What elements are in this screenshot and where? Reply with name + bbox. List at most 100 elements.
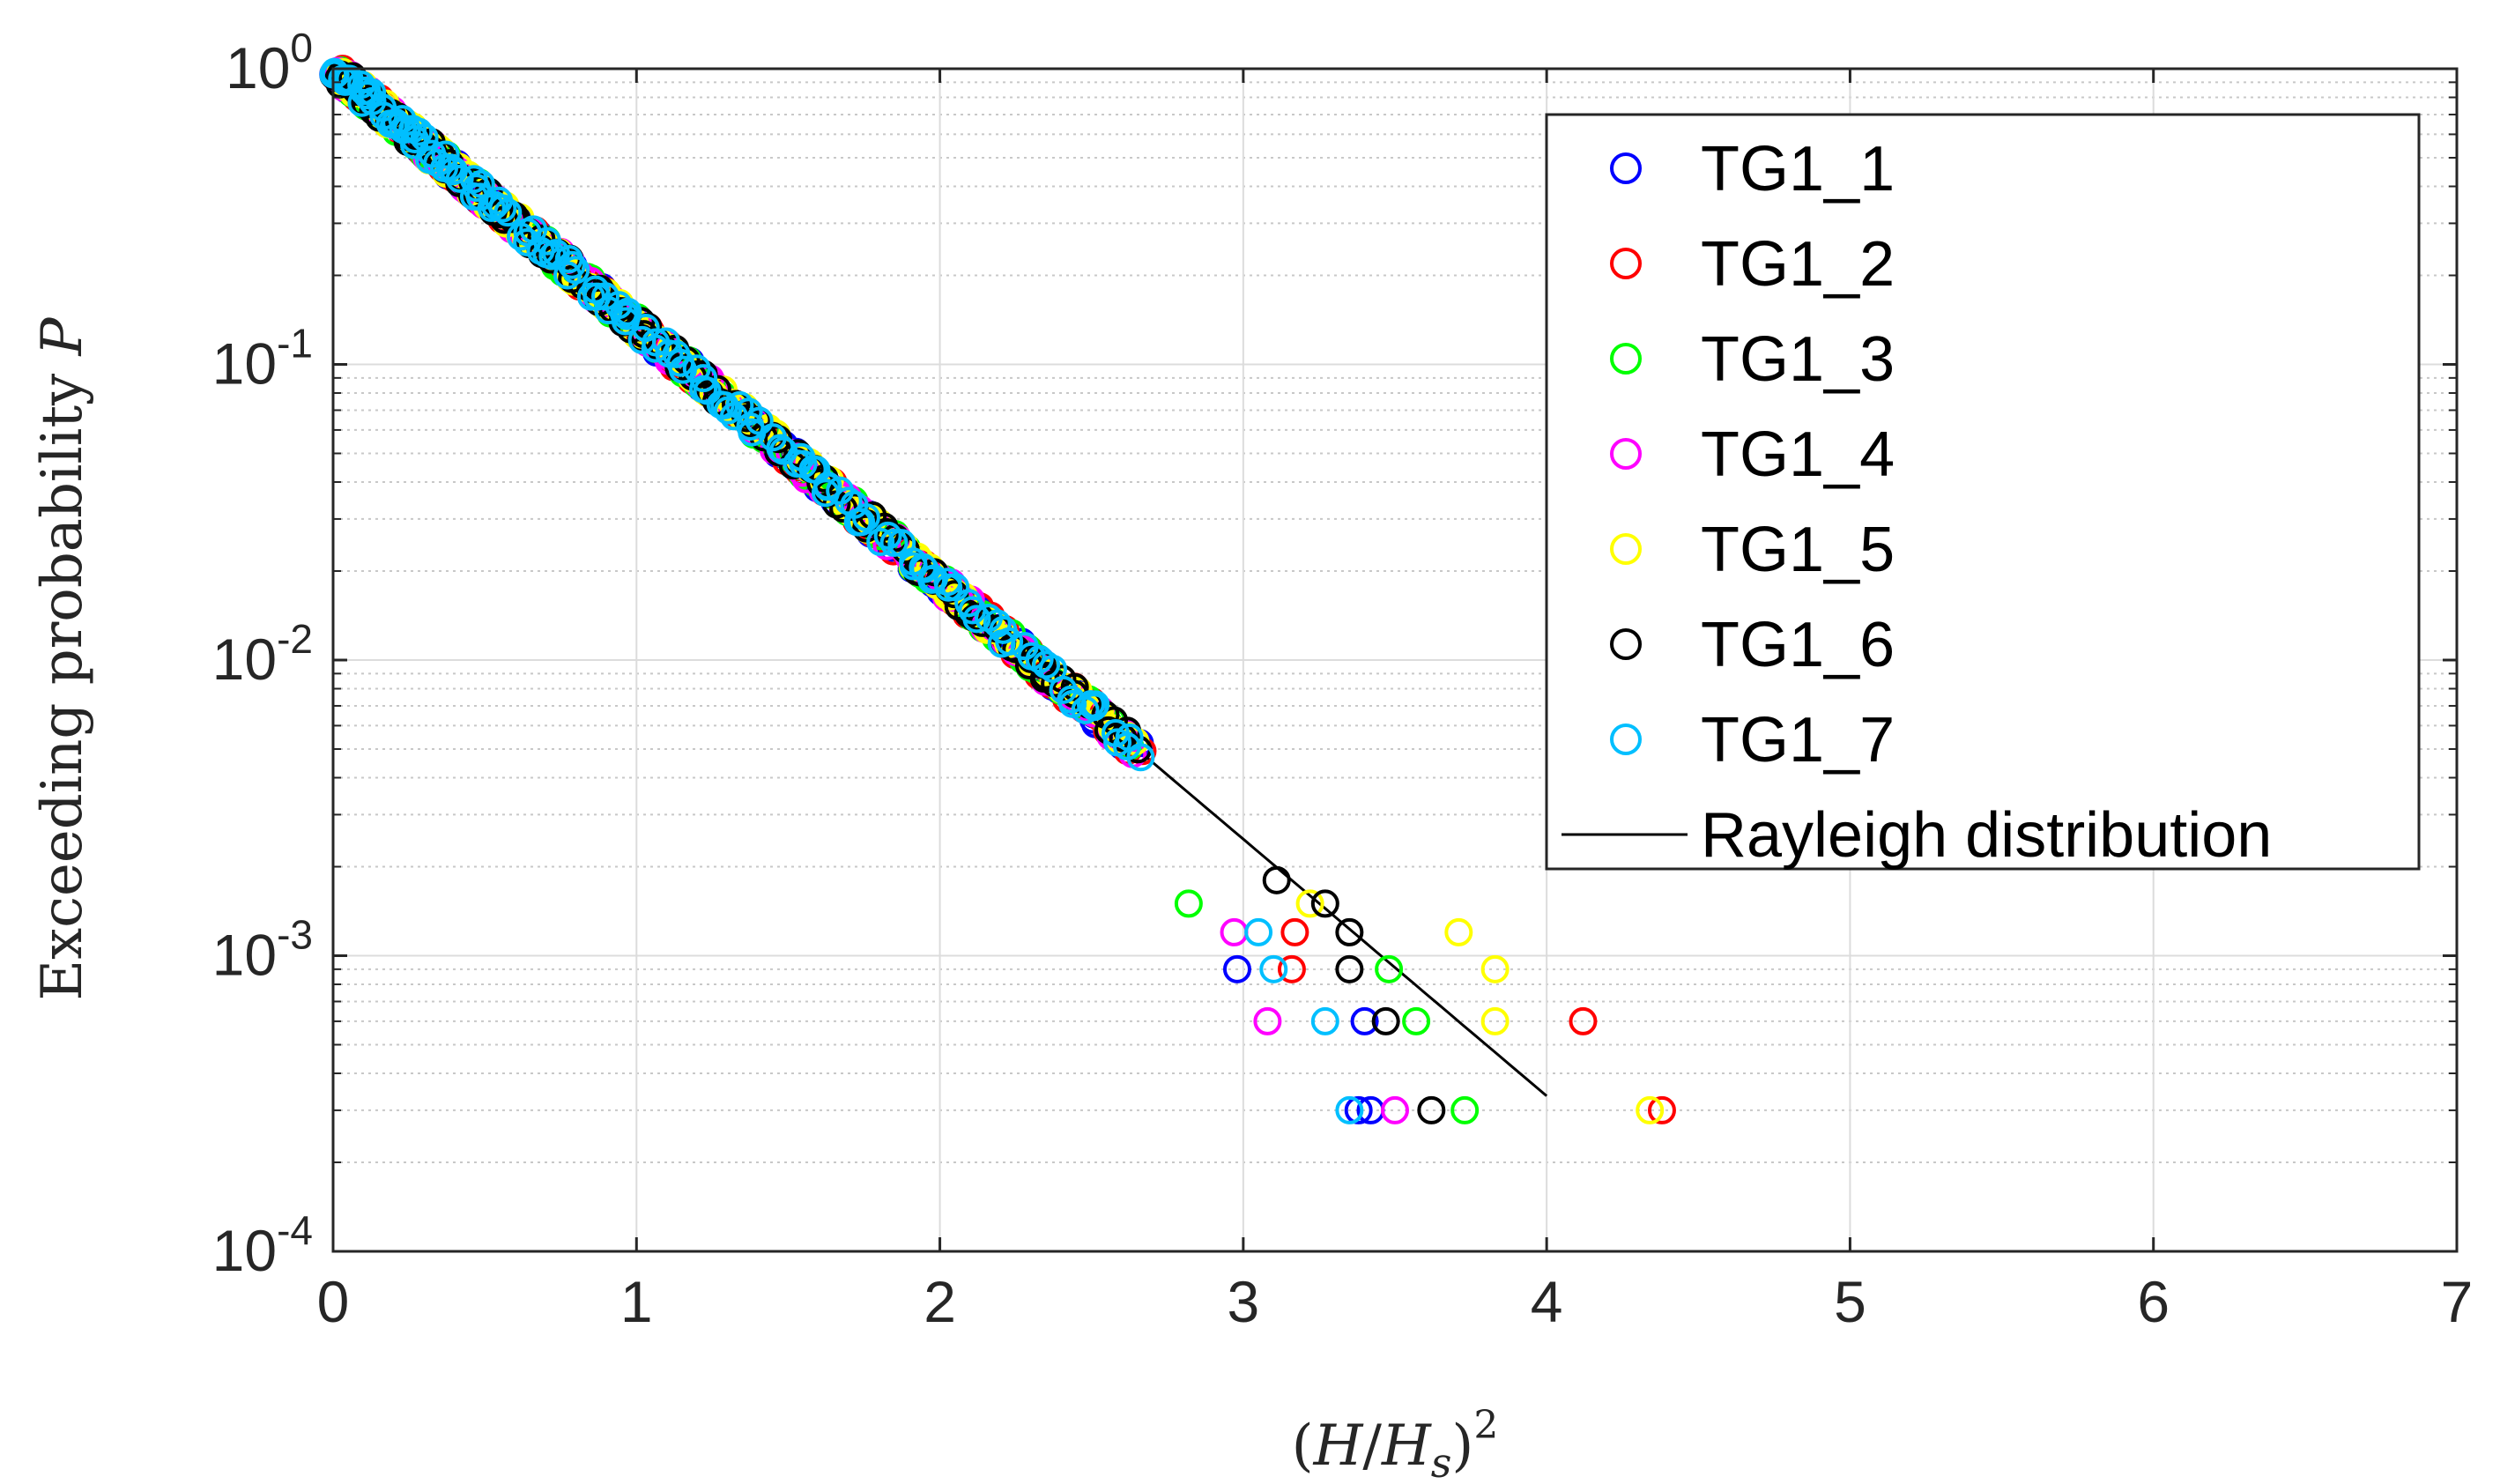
- data-point: [826, 476, 855, 505]
- data-point: [1371, 1006, 1400, 1035]
- x-tick-label: 5: [1834, 1269, 1866, 1334]
- data-point: [459, 165, 488, 194]
- legend-marker: [1610, 438, 1642, 470]
- data-point: [1174, 889, 1203, 918]
- data-point: [1244, 917, 1273, 946]
- data-point: [866, 528, 895, 557]
- legend-marker: [1610, 248, 1642, 279]
- data-point: [689, 364, 718, 393]
- data-point: [1480, 1006, 1510, 1035]
- data-point: [666, 348, 695, 377]
- legend-marker: [1610, 628, 1642, 660]
- data-point: [1402, 1006, 1431, 1035]
- data-point: [358, 78, 387, 107]
- x-tick-label: 6: [2137, 1269, 2170, 1334]
- legend-label: TG1_2: [1701, 229, 1895, 300]
- data-point: [423, 148, 452, 177]
- data-point: [873, 521, 902, 550]
- legend-label: TG1_7: [1701, 705, 1895, 775]
- data-point: [1280, 917, 1309, 946]
- data-point: [954, 589, 983, 618]
- y-tick-label: 10-3: [212, 912, 313, 988]
- data-point: [1335, 917, 1364, 946]
- data-point: [879, 528, 909, 557]
- legend-label: TG1_1: [1701, 134, 1895, 204]
- data-point: [558, 250, 587, 279]
- data-point: [1344, 1095, 1373, 1124]
- data-point: [1417, 1095, 1446, 1124]
- legend-label: TG1_4: [1701, 419, 1895, 490]
- data-point: [1335, 954, 1364, 983]
- data-point: [1480, 954, 1510, 983]
- legend-marker: [1610, 152, 1642, 184]
- legend-item: TG1_3: [1610, 324, 1895, 395]
- x-tick-label: 1: [620, 1269, 653, 1334]
- data-point: [1259, 954, 1288, 983]
- legend-item: TG1_6: [1610, 610, 1895, 680]
- legend-item: TG1_1: [1610, 134, 1895, 204]
- x-tick-label: 4: [1531, 1269, 1563, 1334]
- data-point: [1295, 889, 1324, 918]
- data-point: [1381, 1095, 1409, 1124]
- legend-marker: [1610, 343, 1642, 375]
- data-point: [1450, 1095, 1480, 1124]
- legend-item: Rayleigh distribution: [1562, 800, 2272, 871]
- x-tick-label: 2: [924, 1269, 956, 1334]
- data-point: [561, 256, 590, 285]
- data-point: [488, 194, 517, 223]
- legend-marker: [1610, 533, 1642, 565]
- data-point: [1262, 865, 1291, 894]
- x-tick-label: 7: [2441, 1269, 2474, 1334]
- data-point: [813, 471, 842, 501]
- data-point: [1081, 690, 1110, 719]
- legend-item: TG1_5: [1610, 515, 1895, 585]
- legend: TG1_1 TG1_2 TG1_3 TG1_4 TG1_5 TG1_6 TG1_7 Rayle…: [1545, 113, 2421, 871]
- data-point: [1222, 954, 1251, 983]
- legend-label: TG1_5: [1701, 515, 1895, 585]
- data-point: [613, 297, 642, 326]
- tick-marks: [331, 67, 2459, 1253]
- data-point: [1444, 917, 1473, 946]
- data-point: [1253, 1006, 1282, 1035]
- data-point: [1647, 1095, 1676, 1124]
- legend-label: TG1_6: [1701, 610, 1895, 680]
- data-point: [1310, 1006, 1339, 1035]
- legend-label: Rayleigh distribution: [1701, 800, 2272, 871]
- data-point: [995, 627, 1024, 656]
- y-tick-label: 10-2: [212, 616, 313, 692]
- data-point: [1126, 743, 1155, 772]
- data-point: [1569, 1006, 1598, 1035]
- x-tick-label: 3: [1227, 1269, 1259, 1334]
- data-point: [1375, 954, 1404, 983]
- x-tick-label: 0: [317, 1269, 350, 1334]
- data-point: [847, 508, 876, 537]
- data-point: [1350, 1006, 1379, 1035]
- data-point: [1335, 1095, 1364, 1124]
- y-tick-label: 10-4: [212, 1207, 313, 1283]
- data-point: [1277, 954, 1306, 983]
- series-tg1-7: [319, 57, 1364, 1124]
- legend-item: TG1_4: [1610, 419, 1895, 490]
- y-axis-title: Exceeding probability P: [30, 316, 95, 1000]
- legend-item: TG1_7: [1610, 705, 1895, 775]
- data-points: [319, 55, 1676, 1124]
- data-point: [431, 140, 460, 169]
- data-point: [404, 117, 434, 146]
- y-tick-label: 10-1: [212, 321, 313, 397]
- data-point: [962, 605, 991, 634]
- legend-label: TG1_3: [1701, 324, 1895, 395]
- y-tick-labels: 100 10-1 10-2 10-3 10-4: [212, 25, 313, 1283]
- x-axis-title: (H/Hs)2: [1292, 1403, 1499, 1484]
- data-point: [445, 164, 474, 193]
- y-tick-label: 100: [226, 25, 313, 100]
- x-tick-labels: 0 1 2 3 4 5 6 7: [317, 1269, 2474, 1334]
- data-point: [493, 198, 523, 227]
- data-point: [851, 503, 880, 532]
- data-point: [1310, 889, 1339, 918]
- legend-item: TG1_2: [1610, 229, 1895, 300]
- data-point: [1636, 1095, 1665, 1124]
- legend-marker: [1610, 723, 1642, 755]
- data-point: [466, 169, 495, 198]
- data-point: [477, 193, 506, 222]
